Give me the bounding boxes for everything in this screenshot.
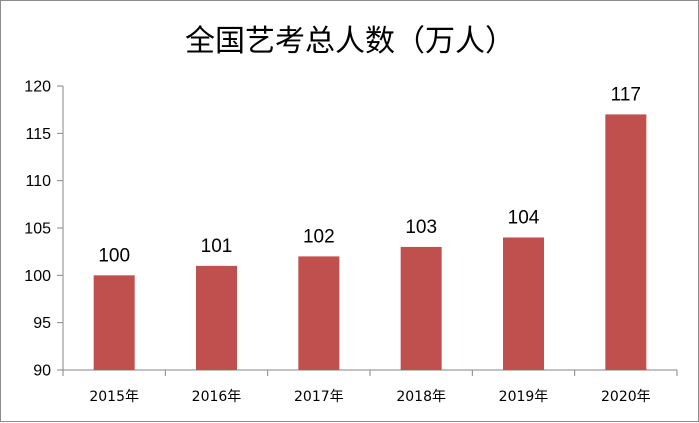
data-label: 101 bbox=[201, 236, 233, 257]
data-label: 103 bbox=[405, 217, 437, 238]
y-tick-label: 105 bbox=[24, 221, 51, 238]
bar bbox=[503, 237, 544, 370]
bar bbox=[196, 265, 237, 370]
bar bbox=[605, 114, 647, 371]
x-tick-label: 2015年 bbox=[89, 389, 139, 405]
x-tick-label: 2018年 bbox=[396, 389, 446, 405]
y-tick-label: 110 bbox=[25, 173, 51, 190]
y-tick-label: 90 bbox=[33, 363, 51, 380]
data-label: 100 bbox=[98, 245, 130, 266]
bar bbox=[93, 275, 135, 370]
y-tick-label: 115 bbox=[25, 126, 51, 143]
bar bbox=[298, 256, 340, 370]
bar bbox=[400, 246, 442, 370]
x-tick-label: 2020年 bbox=[601, 389, 651, 405]
data-label: 117 bbox=[611, 84, 641, 105]
data-label: 104 bbox=[508, 207, 540, 228]
plot-area: 90 95 100 105 110 115 120 100 2015年 101 2016年 102 20… bbox=[24, 79, 678, 405]
y-tick-label: 95 bbox=[33, 315, 51, 332]
y-tick-label: 120 bbox=[24, 79, 51, 96]
x-tick-label: 2019年 bbox=[499, 389, 549, 405]
chart-title: 全国艺考总人数（万人） bbox=[185, 24, 515, 59]
data-label: 102 bbox=[303, 226, 335, 247]
x-tick-label: 2016年 bbox=[192, 389, 242, 405]
x-tick-label: 2017年 bbox=[294, 389, 344, 405]
y-tick-label: 100 bbox=[24, 268, 51, 285]
